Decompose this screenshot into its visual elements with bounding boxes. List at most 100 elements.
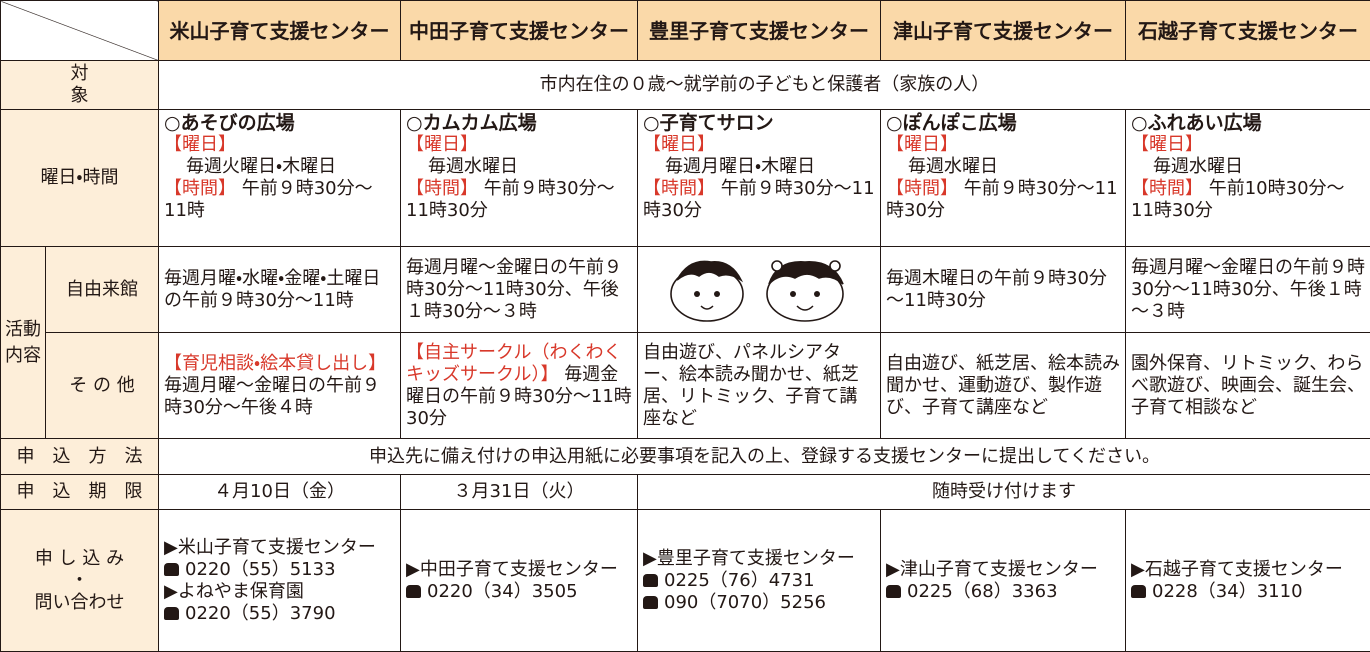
contact-name: ▶よねやま保育園 — [164, 581, 395, 603]
schedule-cell: ○あそびの広場【曜日】毎週火曜日・木曜日【時間】 午前９時30分～11時 — [159, 110, 401, 247]
other-cell: 【自主サークル（わくわくキッズサークル）】 毎週金曜日の午前９時30分～11時3… — [401, 333, 638, 439]
header-row: 米山子育て支援センター 中田子育て支援センター 豊里子育て支援センター 津山子育… — [1, 1, 1370, 61]
other-cell: 自由遊び、パネルシアター、絵本読み聞かせ、紙芝居、リトミック、子育て講座など — [638, 333, 881, 439]
schedule-cell: ○ふれあい広場【曜日】毎週水曜日【時間】 午前10時30分～11時30分 — [1126, 110, 1370, 247]
time-label: 【時間】 — [643, 178, 715, 199]
phone-number: 090（7070）5256 — [664, 592, 826, 613]
deadline-cell: ３月31日（火） — [401, 475, 638, 510]
free-cell: 毎週月曜・水曜・金曜・土曜日の午前９時30分～11時 — [159, 247, 401, 333]
days: 毎週水曜日 — [1131, 156, 1365, 178]
day-label: 【曜日】 — [164, 134, 395, 156]
deadline-cell: 随時受け付けます — [638, 475, 1370, 510]
phone-icon — [406, 585, 421, 598]
row-label: 対 象 — [1, 61, 159, 110]
row-label: 申 し 込 み — [6, 548, 153, 570]
other-text: 毎週月曜～金曜日の午前９時30分～午後４時 — [164, 375, 380, 418]
schedule-cell: ○ぽんぽこ広場【曜日】毎週水曜日【時間】 午前９時30分～11時30分 — [881, 110, 1126, 247]
other-text: 自由遊び、紙芝居、絵本読み聞かせ、運動遊び、製作遊び、子育て講座など — [886, 353, 1120, 418]
phone-number: 0225（68）3363 — [907, 581, 1058, 602]
phone-number: 0220（34）3505 — [427, 581, 578, 602]
row-label-group: 申 し 込 み ・ 問い合わせ — [1, 510, 159, 652]
phone-icon — [643, 574, 658, 587]
row-label: 活動内容 — [1, 247, 46, 439]
header-cell: 豊里子育て支援センター — [638, 1, 881, 61]
target-row: 対 象 市内在住の０歳～就学前の子どもと保護者（家族の人） — [1, 61, 1370, 110]
other-cell: 自由遊び、紙芝居、絵本読み聞かせ、運動遊び、製作遊び、子育て講座など — [881, 333, 1126, 439]
phone-line: 0228（34）3110 — [1131, 581, 1365, 603]
phone-icon — [886, 585, 901, 598]
schedule-row: 曜日・時間 ○あそびの広場【曜日】毎週火曜日・木曜日【時間】 午前９時30分～1… — [1, 110, 1370, 247]
day-label: 【曜日】 — [886, 134, 1120, 156]
days: 毎週水曜日 — [406, 156, 632, 178]
time-label: 【時間】 — [1131, 178, 1203, 199]
row-label: 曜日・時間 — [1, 110, 159, 247]
other-row: そ の 他 【育児相談・絵本貸し出し】 毎週月曜～金曜日の午前９時30分～午後４… — [1, 333, 1370, 439]
deadline-row: 申 込 期 限 ４月10日（金） ３月31日（火） 随時受け付けます — [1, 475, 1370, 510]
place-name: ○子育てサロン — [643, 112, 875, 134]
free-cell: 毎週月曜～金曜日の午前９時30分～11時30分、午後１時30分～３時 — [401, 247, 638, 333]
place-name: ○あそびの広場 — [164, 112, 395, 134]
row-label: 申 込 期 限 — [1, 475, 159, 510]
row-label: 申 込 方 法 — [1, 439, 159, 475]
row-label: そ の 他 — [46, 333, 159, 439]
header-cell: 米山子育て支援センター — [159, 1, 401, 61]
contact-name: ▶米山子育て支援センター — [164, 537, 395, 559]
days: 毎週水曜日 — [886, 156, 1120, 178]
day-label: 【曜日】 — [643, 134, 875, 156]
contact-name: ▶中田子育て支援センター — [406, 559, 632, 581]
place-name: ○ふれあい広場 — [1131, 112, 1365, 134]
time-label: 【時間】 — [886, 178, 958, 199]
phone-line: 0225（76）4731 — [643, 570, 875, 592]
deadline-cell: ４月10日（金） — [159, 475, 401, 510]
children-illustration — [659, 250, 859, 324]
day-label: 【曜日】 — [406, 134, 632, 156]
phone-line: 0220（34）3505 — [406, 581, 632, 603]
row-label: 問い合わせ — [6, 592, 153, 614]
other-cell: 【育児相談・絵本貸し出し】 毎週月曜～金曜日の午前９時30分～午後４時 — [159, 333, 401, 439]
schedule-cell: ○子育てサロン【曜日】毎週月曜日・木曜日【時間】 午前９時30分～11時30分 — [638, 110, 881, 247]
contact-name: ▶津山子育て支援センター — [886, 559, 1120, 581]
phone-line: 0220（55）3790 — [164, 603, 395, 625]
header-cell: 石越子育て支援センター — [1126, 1, 1370, 61]
row-label: 自由来館 — [46, 247, 159, 333]
contact-name: ▶豊里子育て支援センター — [643, 548, 875, 570]
other-heading: 【育児相談・絵本貸し出し】 — [164, 353, 386, 374]
days: 毎週月曜日・木曜日 — [643, 156, 875, 178]
phone-number: 0228（34）3110 — [1152, 581, 1303, 602]
phone-number: 0220（55）3790 — [185, 603, 336, 624]
day-label: 【曜日】 — [1131, 134, 1365, 156]
target-text: 市内在住の０歳～就学前の子どもと保護者（家族の人） — [159, 61, 1370, 110]
schedule-cell: ○カムカム広場【曜日】毎週水曜日【時間】 午前９時30分～11時30分 — [401, 110, 638, 247]
phone-line: 090（7070）5256 — [643, 592, 875, 614]
other-cell: 園外保育、リトミック、わらべ歌遊び、映画会、誕生会、子育て相談など — [1126, 333, 1370, 439]
phone-icon — [164, 563, 179, 576]
illustration-cell — [638, 247, 881, 333]
row-label: ・ — [6, 570, 153, 592]
method-text: 申込先に備え付けの申込用紙に必要事項を記入の上、登録する支援センターに提出してく… — [159, 439, 1370, 475]
time-label: 【時間】 — [164, 178, 236, 199]
time-label: 【時間】 — [406, 178, 478, 199]
header-cell: 津山子育て支援センター — [881, 1, 1126, 61]
place-name: ○カムカム広場 — [406, 112, 632, 134]
phone-line: 0225（68）3363 — [886, 581, 1120, 603]
place-name: ○ぽんぽこ広場 — [886, 112, 1120, 134]
free-cell: 毎週月曜～金曜日の午前９時30分～11時30分、午後１時～３時 — [1126, 247, 1370, 333]
other-text: 自由遊び、パネルシアター、絵本読み聞かせ、紙芝居、リトミック、子育て講座など — [643, 342, 859, 429]
phone-number: 0225（76）4731 — [664, 570, 815, 591]
corner-cell — [1, 1, 159, 61]
free-row: 活動内容 自由来館 毎週月曜・水曜・金曜・土曜日の午前９時30分～11時 毎週月… — [1, 247, 1370, 333]
page: 子育て支援センター {"header":["米山子育て支援センター","中田子育… — [0, 0, 1370, 637]
other-text: 園外保育、リトミック、わらべ歌遊び、映画会、誕生会、子育て相談など — [1131, 353, 1365, 418]
header-cell: 中田子育て支援センター — [401, 1, 638, 61]
method-row: 申 込 方 法 申込先に備え付けの申込用紙に必要事項を記入の上、登録する支援セン… — [1, 439, 1370, 475]
free-cell: 毎週木曜日の午前９時30分～11時30分 — [881, 247, 1126, 333]
phone-icon — [1131, 585, 1146, 598]
body: 米山子育て支援センター 中田子育て支援センター 豊里子育て支援センター 津山子育… — [0, 0, 1370, 637]
phone-line: 0220（55）5133 — [164, 559, 395, 581]
